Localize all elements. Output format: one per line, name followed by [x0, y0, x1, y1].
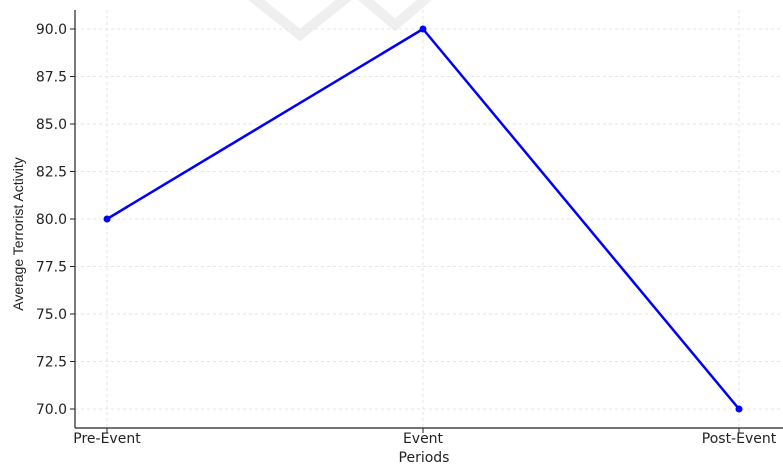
y-tick-label: 77.5	[36, 260, 67, 276]
y-tick-label: 87.5	[36, 70, 67, 86]
y-tick-label: 82.5	[36, 165, 67, 181]
data-point	[735, 405, 743, 413]
y-tick-label: 85.0	[36, 117, 67, 133]
y-tick-label: 72.5	[36, 355, 67, 371]
x-tick-label: Event	[403, 431, 444, 447]
y-tick-label: 75.0	[36, 307, 67, 323]
data-point	[419, 25, 427, 33]
y-tick-label: 70.0	[36, 402, 67, 418]
watermark	[248, 0, 432, 42]
data-point	[103, 215, 111, 223]
x-tick-label: Post-Event	[702, 431, 777, 447]
x-axis-title: Periods	[399, 450, 450, 464]
series-layer	[103, 25, 743, 413]
y-axis-ticks: 70.0 72.5 75.0 77.5 80.0 82.5 85.0 87.5 90.0	[36, 22, 75, 418]
x-tick-label: Pre-Event	[73, 431, 141, 447]
y-tick-label: 80.0	[36, 212, 67, 228]
y-axis-title: Average Terrorist Activity	[10, 157, 26, 311]
gridlines	[75, 10, 783, 428]
x-axis-ticks: Pre-Event Event Post-Event	[73, 428, 777, 447]
y-tick-label: 90.0	[36, 22, 67, 38]
